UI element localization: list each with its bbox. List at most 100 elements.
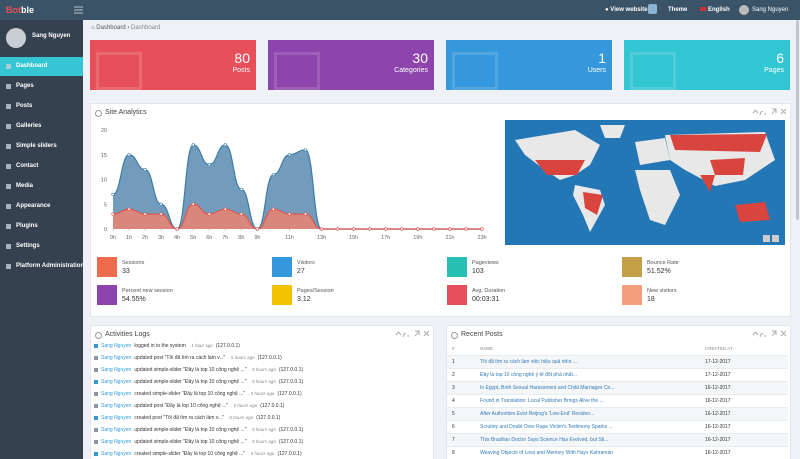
log-bullet xyxy=(94,404,98,408)
log-action: updated simple-slider "Đây là top 10 côn… xyxy=(134,367,247,373)
log-user[interactable]: Sang Nguyen xyxy=(101,343,132,349)
point xyxy=(223,143,227,147)
log-user[interactable]: Sang Nguyen xyxy=(101,427,132,433)
log-bullet xyxy=(94,344,98,348)
cell: 17-12-2017 xyxy=(705,372,731,378)
sidebar-user[interactable]: Sang Nguyen xyxy=(32,33,71,39)
log-ip: (127.0.0.1) xyxy=(278,379,304,385)
log-time: . 5 hours ago xyxy=(228,355,255,360)
stat-card[interactable]: 80 Posts xyxy=(90,40,256,90)
log-action: created simple-slider "Đây là top 10 côn… xyxy=(134,391,246,397)
log-ip: (127.0.0.1) xyxy=(215,343,240,349)
post-link[interactable]: After Authorities Evict Beijing's 'Low-E… xyxy=(480,411,595,417)
stat-card[interactable]: 30 Categories xyxy=(268,40,434,90)
column-header: NAME xyxy=(480,346,494,351)
point xyxy=(271,207,276,211)
log-ip: (127.0.0.1) xyxy=(278,439,304,445)
post-link[interactable]: Weaving Objects of Loss and Memory With … xyxy=(480,450,614,456)
menu-item[interactable]: Dashboard xyxy=(16,63,48,69)
point xyxy=(384,227,388,231)
table-row xyxy=(447,433,788,446)
log-user[interactable]: Sang Nguyen xyxy=(101,379,132,385)
point xyxy=(448,227,452,231)
post-link[interactable]: Found in Translation: Local Publisher Br… xyxy=(480,398,604,404)
card-label: Users xyxy=(587,67,606,74)
menu-item[interactable]: Galleries xyxy=(16,123,42,129)
point xyxy=(127,207,131,211)
log-ip: (127.0.0.1) xyxy=(257,355,282,361)
card-label: Pages xyxy=(764,67,784,74)
menu-item[interactable]: Plugins xyxy=(16,223,38,229)
header-avatar[interactable] xyxy=(739,5,749,15)
cell: 7 xyxy=(452,437,455,443)
log-bullet xyxy=(94,392,98,396)
menu-item[interactable]: Contact xyxy=(16,163,39,169)
cell: 16-12-2017 xyxy=(705,398,731,404)
log-user[interactable]: Sang Nguyen xyxy=(101,403,132,409)
log-time: . 1 hour ago xyxy=(188,343,213,348)
sidebar xyxy=(0,20,83,459)
header-link[interactable]: ● View website xyxy=(605,7,648,13)
post-link[interactable]: Scrutiny and Doubt Over Rape Victim's Te… xyxy=(480,424,613,430)
stat-value: 00:03:31 xyxy=(472,296,500,303)
crumb[interactable]: Dashboard xyxy=(96,25,126,31)
menu-toggle[interactable] xyxy=(74,6,83,14)
card-icon xyxy=(274,52,320,90)
menu-item[interactable]: Simple sliders xyxy=(16,143,57,149)
stat-label: Avg. Duration xyxy=(472,288,506,294)
stat-card[interactable]: 6 Pages xyxy=(624,40,790,90)
post-link[interactable]: In Egypt, Both Sexual Harassment and Chi… xyxy=(480,385,615,391)
post-link[interactable]: Đây là top 10 công nghệ ý tế đột phá nhấ… xyxy=(480,372,578,378)
log-user[interactable]: Sang Nguyen xyxy=(101,391,132,397)
menu-icon xyxy=(6,264,11,269)
header-link[interactable]: Theme xyxy=(668,7,688,13)
log-user[interactable]: Sang Nguyen xyxy=(101,451,132,457)
log-row: Sang Nguyen created simple-slider "Đây là… xyxy=(101,451,305,457)
table-row xyxy=(447,368,788,381)
menu-item[interactable]: Platform Administration xyxy=(16,263,85,269)
card-value: 30 xyxy=(412,50,428,66)
card-value: 80 xyxy=(234,50,250,66)
header-user[interactable]: Sang Nguyen xyxy=(752,7,789,13)
post-link[interactable]: Tôi đã tìm ra cách làm việc hiệu quả nhì… xyxy=(480,359,577,365)
x-tick-label: 8h xyxy=(238,235,244,241)
menu-item[interactable]: Settings xyxy=(16,243,40,249)
log-row: Sang Nguyen created simple-slider "Đây là… xyxy=(101,391,305,397)
log-user[interactable]: Sang Nguyen xyxy=(101,415,132,421)
log-user[interactable]: Sang Nguyen xyxy=(101,367,132,373)
log-user[interactable]: Sang Nguyen xyxy=(101,439,132,445)
stat-label: Visitors xyxy=(297,260,315,266)
x-tick-label: 0h xyxy=(110,235,116,241)
stat-label: Pages/Session xyxy=(297,288,334,294)
panel-controls[interactable] xyxy=(752,108,786,115)
log-action: created simple-slider "Đây là top 10 côn… xyxy=(134,451,246,457)
notification-icon[interactable] xyxy=(648,4,657,14)
panel-controls[interactable] xyxy=(752,330,786,337)
header-link[interactable]: English xyxy=(700,7,730,13)
flag xyxy=(700,7,706,11)
menu-item[interactable]: Pages xyxy=(16,83,34,89)
post-link[interactable]: This Brazilian Doctor Says Science Has E… xyxy=(480,437,609,443)
table-row xyxy=(447,381,788,394)
menu-active xyxy=(0,57,83,76)
stat-card[interactable]: 1 Users xyxy=(446,40,612,90)
cell: 1 xyxy=(452,359,455,365)
point xyxy=(191,202,195,206)
log-time: . 5 hours ago xyxy=(248,451,275,456)
panel-icon xyxy=(451,332,458,339)
menu-icon xyxy=(6,84,11,89)
scrollbar[interactable] xyxy=(796,20,799,220)
log-row: Sang Nguyen updated simple-slider "Đây là… xyxy=(101,427,306,433)
panel-controls[interactable] xyxy=(395,330,429,337)
menu-item[interactable]: Appearance xyxy=(16,203,51,209)
analytics-chart: 0 5 10 15 20 0h 1h 2h 3h 4h 5h 6h 7h 8h 9h 11h 13h 15h 17h… xyxy=(101,128,487,241)
point xyxy=(239,187,243,191)
stat-label: Percent new session xyxy=(122,288,173,294)
column-header: # xyxy=(452,346,455,351)
menu-item[interactable]: Posts xyxy=(16,103,33,109)
log-bullet xyxy=(94,356,98,360)
stat-label: Pageviews xyxy=(472,260,499,266)
log-user[interactable]: Sang Nguyen xyxy=(101,355,132,361)
brand[interactable]: Botble xyxy=(6,5,34,15)
menu-item[interactable]: Media xyxy=(16,183,34,189)
